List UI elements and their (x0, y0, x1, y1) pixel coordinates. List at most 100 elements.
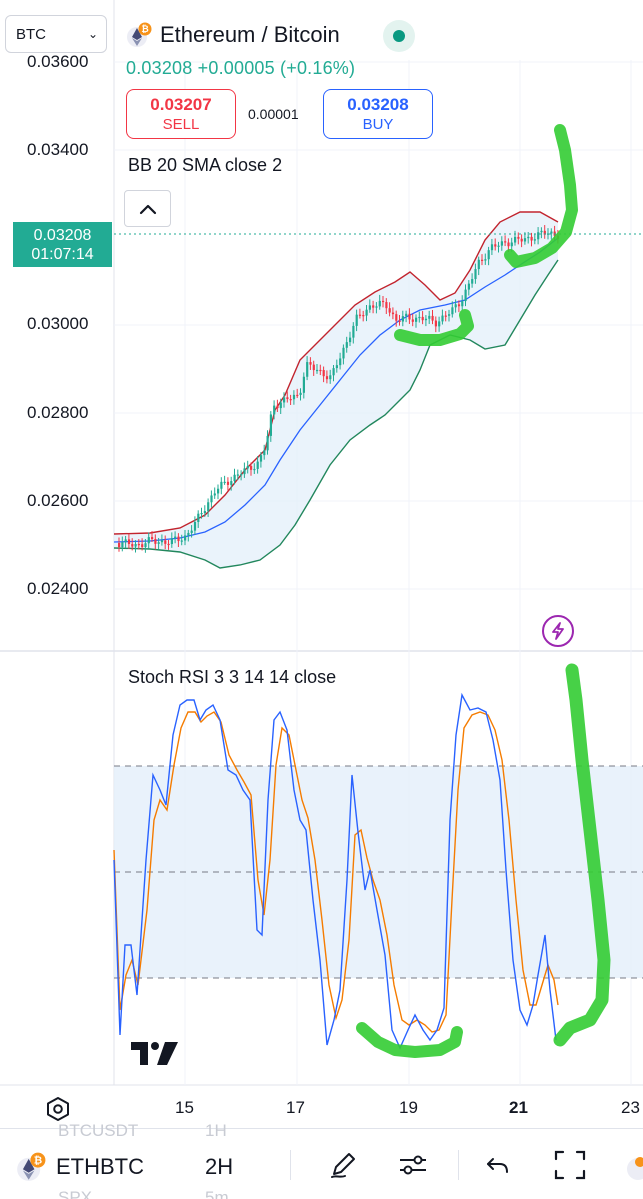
undo-icon[interactable] (483, 1148, 513, 1182)
pair-title[interactable]: ₿ Ethereum / Bitcoin (126, 18, 340, 52)
candle-body (266, 435, 269, 451)
candle-body (276, 405, 279, 409)
stoch-rsi-legend[interactable]: Stoch RSI 3 3 14 14 close (128, 667, 337, 687)
candle-body (358, 314, 362, 316)
candle-body (243, 468, 246, 475)
candle-body (487, 250, 490, 260)
sliders-icon[interactable] (396, 1148, 430, 1182)
candle-body (421, 316, 424, 321)
candle-body (543, 230, 546, 235)
candle-body (147, 537, 150, 544)
candle-body (514, 236, 517, 243)
candle-body (319, 369, 322, 372)
candle-body (180, 540, 183, 542)
candle-body (368, 305, 371, 310)
bottom-symbol-button[interactable]: ETHBTC (56, 1154, 144, 1179)
candle-body (355, 314, 358, 326)
x-axis-label: 23 (621, 1098, 640, 1117)
highlight-stroke (504, 124, 578, 268)
fullscreen-icon[interactable] (553, 1148, 587, 1182)
candle-body (451, 307, 454, 315)
candle-body (226, 481, 230, 485)
last-price: 0.03208 (126, 58, 193, 78)
x-axis-label: 17 (286, 1098, 305, 1117)
svg-text:₿: ₿ (141, 24, 148, 34)
candle-body (312, 364, 315, 371)
timeframe-button[interactable]: 2H (205, 1154, 234, 1179)
candle-body (296, 394, 299, 397)
candle-body (207, 502, 210, 512)
candle-body (197, 513, 200, 522)
candle-body (434, 320, 437, 327)
candle-body (533, 239, 536, 241)
candle-body (137, 543, 140, 546)
bb-lower-line (113, 259, 559, 569)
coin-icon-partial (627, 1157, 643, 1180)
sell-price: 0.03207 (150, 95, 212, 114)
candle-body (415, 317, 418, 322)
highlight-stroke (394, 309, 474, 346)
eth-btc-coin-icon: ₿ (127, 22, 152, 47)
candle-body (471, 279, 474, 284)
candle-body (283, 397, 286, 403)
candle-body (210, 495, 213, 503)
pencil-icon[interactable] (326, 1148, 360, 1182)
candle-body (299, 392, 302, 395)
candle-body (187, 532, 190, 536)
candle-body (382, 300, 385, 303)
candle-body (398, 320, 401, 322)
candle-body (461, 301, 464, 307)
ghost-symbol-above: BTCUSDT (58, 1121, 139, 1140)
candle-body (477, 259, 480, 270)
candle-body (339, 358, 342, 366)
candle-body (530, 236, 533, 241)
candle-body (395, 314, 398, 321)
highlight-stroke (356, 1022, 463, 1058)
candle-body (292, 394, 296, 400)
candle-body (457, 304, 461, 307)
candle-body (335, 365, 338, 369)
symbol-select-value: BTC (16, 25, 46, 43)
candle-body (240, 474, 243, 476)
y-axis-label: 0.03400 (27, 140, 89, 159)
candle-body (170, 538, 173, 545)
lightning-icon[interactable] (542, 615, 574, 647)
candle-body (497, 245, 500, 247)
bar-countdown: 01:07:14 (31, 245, 94, 263)
candle-body (167, 543, 170, 546)
y-axis-label: 0.03600 (27, 52, 89, 71)
candle-body (157, 542, 160, 544)
pair-title-text: Ethereum / Bitcoin (160, 22, 340, 47)
candle-body (418, 316, 421, 319)
sell-button[interactable]: 0.03207 SELL (126, 89, 236, 139)
candle-body (309, 362, 312, 365)
candle-body (273, 405, 276, 415)
candle-body (441, 315, 444, 322)
candle-body (352, 325, 355, 338)
current-price: 0.03208 (33, 226, 92, 244)
symbol-select[interactable]: BTC ⌄ (5, 15, 107, 53)
y-axis-label: 0.02600 (27, 491, 89, 510)
candle-body (428, 315, 431, 319)
candle-body (537, 232, 540, 240)
ghost-symbol-below: SPX (58, 1188, 93, 1199)
candle-body (444, 315, 447, 317)
candle-body (118, 543, 121, 548)
y-axis-label: 0.02400 (27, 579, 89, 598)
market-status-icon[interactable] (383, 20, 415, 52)
buy-label: BUY (362, 116, 394, 133)
candle-body (269, 414, 272, 436)
buy-button[interactable]: 0.03208 BUY (323, 89, 433, 139)
candle-body (494, 244, 497, 247)
bb-indicator-legend[interactable]: BB 20 SMA close 2 (128, 155, 283, 175)
chevron-up-icon (139, 204, 156, 214)
price-change: +0.00005 (+0.16%) (197, 58, 356, 78)
gear-icon[interactable] (45, 1096, 71, 1127)
candle-body (193, 521, 197, 531)
bottom-toolbar (0, 1128, 643, 1199)
collapse-legend-button[interactable] (124, 190, 171, 227)
candle-body (540, 230, 543, 233)
candle-body (500, 241, 503, 246)
candle-body (289, 399, 292, 401)
